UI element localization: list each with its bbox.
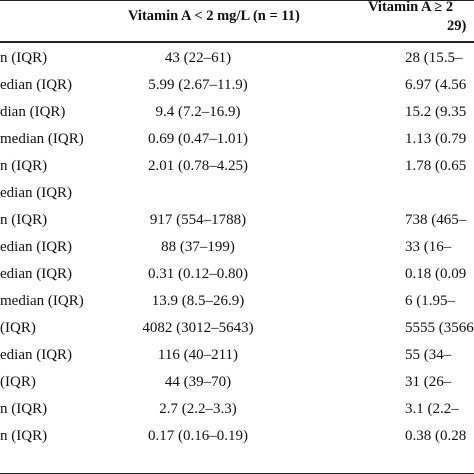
cell-vitamin-a-high: 6.97 (4.56 — [405, 77, 467, 93]
cell-vitamin-a-high: 33 (16– — [405, 239, 452, 255]
row-label: (IQR) — [0, 374, 36, 390]
table-row: median (IQR) 0.69 (0.47–1.01) 1.13 (0.79 — [0, 127, 474, 154]
cell-value: 43 (22–61) — [164, 50, 232, 66]
cell-value: 44 (39–70) — [164, 374, 232, 390]
cell-value: 4082 (3012–5643) — [142, 320, 254, 336]
row-label: dian (IQR) — [0, 104, 66, 120]
cell-value: 13.9 (8.5–26.9) — [151, 293, 245, 309]
table-row: n (IQR) 43 (22–61) 28 (15.5– — [0, 46, 474, 73]
row-label: edian (IQR) — [0, 347, 73, 363]
column-header-vitamin-a-high: Vitamin A ≥ 2 — [368, 0, 454, 15]
row-label: (IQR) — [0, 320, 36, 336]
header-rule — [0, 41, 474, 43]
table-row: edian (IQR) 116 (40–211) 55 (34– — [0, 343, 474, 370]
row-label: n (IQR) — [0, 212, 48, 228]
cell-vitamin-a-high: 3.1 (2.2– — [405, 401, 459, 417]
cell-value: 0.17 (0.16–0.19) — [148, 428, 248, 444]
cell-vitamin-a-high: 31 (26– — [405, 374, 452, 390]
table-row: edian (IQR) 5.99 (2.67–11.9) 6.97 (4.56 — [0, 73, 474, 100]
cell-value: 88 (37–199) — [161, 239, 235, 255]
cell-vitamin-a-high: 738 (465– — [405, 212, 467, 228]
row-label: edian (IQR) — [0, 77, 73, 93]
cell-value: 0.31 (0.12–0.80) — [148, 266, 248, 282]
table-row: edian (IQR) 88 (37–199) 33 (16– — [0, 235, 474, 262]
cell-value: 9.4 (7.2–16.9) — [155, 104, 241, 120]
row-label: edian (IQR) — [0, 266, 73, 282]
cell-value: 2.7 (2.2–3.3) — [159, 401, 237, 417]
table-row: n (IQR) 0.17 (0.16–0.19) 0.38 (0.28 — [0, 424, 474, 451]
cell-vitamin-a-high: 5555 (3566 — [405, 320, 474, 336]
table-row: n (IQR) 2.01 (0.78–4.25) 1.78 (0.65 — [0, 154, 474, 181]
cell-vitamin-a-high: 6 (1.95– — [405, 293, 455, 309]
row-label: n (IQR) — [0, 401, 48, 417]
table-row: dian (IQR) 9.4 (7.2–16.9) 15.2 (9.35 — [0, 100, 474, 127]
table-row: (IQR) 44 (39–70) 31 (26– — [0, 370, 474, 397]
cell-value: 917 (554–1788) — [149, 212, 247, 228]
table-row: n (IQR) 917 (554–1788) 738 (465– — [0, 208, 474, 235]
row-label: edian (IQR) — [0, 185, 73, 201]
column-header-vitamin-a-low: Vitamin A < 2 mg/L (n = 11) — [128, 8, 300, 24]
cell-vitamin-a-high: 1.78 (0.65 — [405, 158, 467, 174]
table-row: median (IQR) 13.9 (8.5–26.9) 6 (1.95– — [0, 289, 474, 316]
row-label: median (IQR) — [0, 293, 84, 309]
row-label: n (IQR) — [0, 50, 48, 66]
table-row: edian (IQR) — [0, 181, 474, 208]
cell-value: 116 (40–211) — [157, 347, 239, 363]
table-row: n (IQR) 2.7 (2.2–3.3) 3.1 (2.2– — [0, 397, 474, 424]
cell-vitamin-a-high: 0.18 (0.09 — [405, 266, 467, 282]
table-top-rule — [0, 0, 474, 1]
cell-vitamin-a-high: 55 (34– — [405, 347, 452, 363]
column-header-vitamin-a-high-line2: 29) — [447, 18, 467, 34]
row-label: median (IQR) — [0, 131, 84, 147]
cell-value: 0.69 (0.47–1.01) — [148, 131, 248, 147]
cell-vitamin-a-high: 0.38 (0.28 — [405, 428, 467, 444]
cell-vitamin-a-high: 1.13 (0.79 — [405, 131, 467, 147]
row-label: n (IQR) — [0, 158, 48, 174]
cell-vitamin-a-high: 15.2 (9.35 — [405, 104, 467, 120]
table-row: edian (IQR) 0.31 (0.12–0.80) 0.18 (0.09 — [0, 262, 474, 289]
table-row: (IQR) 4082 (3012–5643) 5555 (3566 — [0, 316, 474, 343]
row-label: edian (IQR) — [0, 239, 73, 255]
cell-value: 2.01 (0.78–4.25) — [148, 158, 248, 174]
row-label: n (IQR) — [0, 428, 48, 444]
cell-value: 5.99 (2.67–11.9) — [148, 77, 248, 93]
cell-vitamin-a-high: 28 (15.5– — [405, 50, 463, 66]
